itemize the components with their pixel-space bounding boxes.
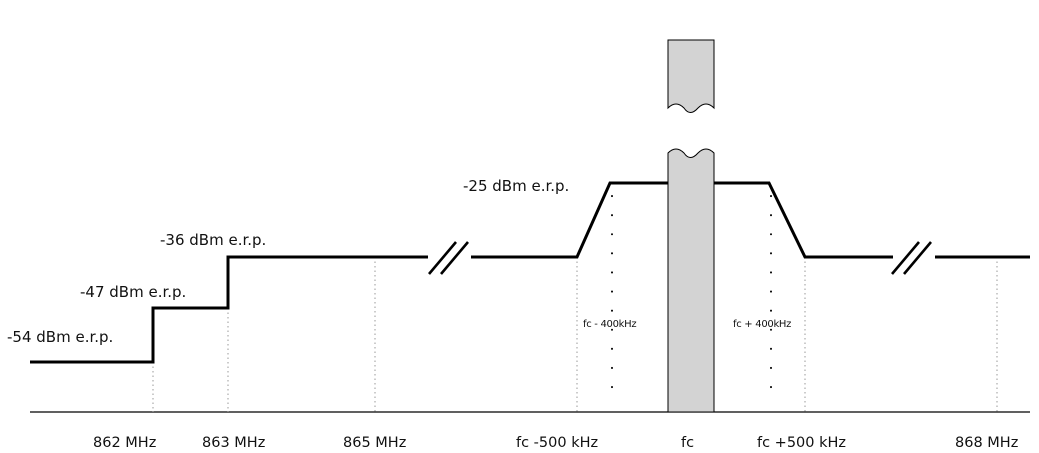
annotation-fc-plus-400: fc + 400kHz xyxy=(733,319,791,330)
level-label-47: -47 dBm e.r.p. xyxy=(80,283,186,301)
level-label-25: -25 dBm e.r.p. xyxy=(463,177,569,195)
break-mark-right-1 xyxy=(891,241,920,275)
carrier-bar xyxy=(667,39,715,413)
mask-center-segment xyxy=(471,181,668,259)
tick-label-fc: fc xyxy=(681,435,694,451)
guide-lines xyxy=(152,257,998,412)
mask-left-segment xyxy=(30,255,428,364)
tick-label-fc-plus-500: fc +500 kHz xyxy=(757,435,846,451)
tick-label-868: 868 MHz xyxy=(955,435,1018,451)
spectrum-mask xyxy=(30,181,1030,364)
break-mark-left-1 xyxy=(428,241,457,275)
carrier-bar-top xyxy=(667,39,715,113)
break-mark-right-2 xyxy=(903,241,932,275)
break-marks xyxy=(428,241,932,275)
level-label-54: -54 dBm e.r.p. xyxy=(7,328,113,346)
break-mark-left-2 xyxy=(440,241,469,275)
carrier-bar-bottom xyxy=(667,148,715,413)
tick-label-865: 865 MHz xyxy=(343,435,406,451)
annotation-fc-minus-400: fc - 400kHz xyxy=(583,319,636,330)
level-label-36: -36 dBm e.r.p. xyxy=(160,231,266,249)
tick-label-863: 863 MHz xyxy=(202,435,265,451)
tick-label-862: 862 MHz xyxy=(93,435,156,451)
tick-label-fc-minus-500: fc -500 kHz xyxy=(516,435,598,451)
mask-right-shoulder xyxy=(714,181,893,259)
